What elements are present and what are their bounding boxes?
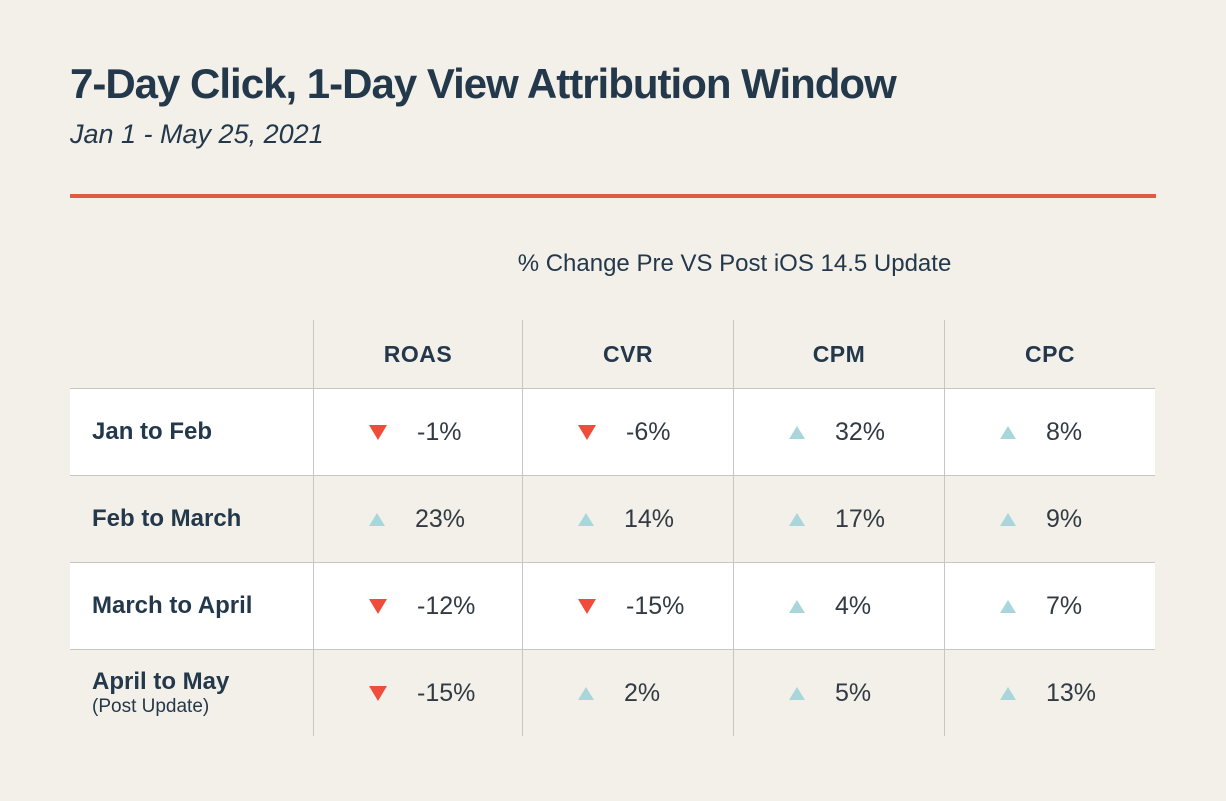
accent-divider bbox=[70, 194, 1156, 199]
cell-value: 5% bbox=[835, 678, 872, 707]
cell-value: -6% bbox=[626, 417, 671, 446]
cell-value: -15% bbox=[626, 591, 685, 620]
triangle-up-icon bbox=[789, 686, 805, 700]
triangle-up-icon bbox=[1000, 599, 1016, 613]
triangle-up-icon bbox=[1000, 686, 1016, 700]
triangle-up-icon bbox=[789, 425, 805, 439]
row-label: April to May (Post Update) bbox=[70, 649, 313, 736]
table-cell: 32% bbox=[733, 388, 944, 476]
cell-value: 9% bbox=[1046, 504, 1083, 533]
row-label-text: April to May bbox=[92, 668, 230, 696]
infographic: 7-Day Click, 1-Day View Attribution Wind… bbox=[70, 0, 1156, 737]
table-cell: 8% bbox=[944, 388, 1155, 476]
triangle-up-icon bbox=[1000, 512, 1016, 526]
cell-value: 4% bbox=[835, 591, 872, 620]
cell-value: 32% bbox=[835, 417, 886, 446]
cell-value: 14% bbox=[624, 504, 675, 533]
cell-value: 7% bbox=[1046, 591, 1083, 620]
triangle-up-icon bbox=[369, 512, 385, 526]
triangle-down-icon bbox=[578, 424, 596, 440]
table-cell: 9% bbox=[944, 475, 1155, 563]
row-label-text: March to April bbox=[92, 592, 253, 620]
cell-value: -12% bbox=[417, 591, 476, 620]
cell-value: 8% bbox=[1046, 417, 1083, 446]
row-label: Feb to March bbox=[70, 475, 313, 562]
row-label: Jan to Feb bbox=[70, 388, 313, 476]
attribution-table: ROAS CVR CPM CPC Jan to Feb -1% -6% bbox=[70, 320, 1156, 737]
table-cell: -6% bbox=[522, 388, 733, 476]
page-subtitle: Jan 1 - May 25, 2021 bbox=[70, 119, 324, 150]
table-corner-cell bbox=[70, 320, 313, 388]
triangle-down-icon bbox=[578, 598, 596, 614]
triangle-down-icon bbox=[369, 424, 387, 440]
triangle-up-icon bbox=[789, 599, 805, 613]
column-header-cpc: CPC bbox=[944, 320, 1155, 389]
triangle-up-icon bbox=[1000, 425, 1016, 439]
cell-value: -15% bbox=[417, 678, 476, 707]
column-header-cpm: CPM bbox=[733, 320, 944, 389]
table-cell: 4% bbox=[733, 562, 944, 650]
column-header-cvr: CVR bbox=[522, 320, 733, 389]
row-label-text: Jan to Feb bbox=[92, 418, 213, 446]
cell-value: -1% bbox=[417, 417, 462, 446]
triangle-up-icon bbox=[578, 686, 594, 700]
triangle-up-icon bbox=[789, 512, 805, 526]
page-title: 7-Day Click, 1-Day View Attribution Wind… bbox=[70, 60, 897, 107]
triangle-up-icon bbox=[578, 512, 594, 526]
triangle-down-icon bbox=[369, 598, 387, 614]
cell-value: 2% bbox=[624, 678, 661, 707]
row-label: March to April bbox=[70, 562, 313, 650]
table-cell: 5% bbox=[733, 649, 944, 737]
cell-value: 23% bbox=[415, 504, 466, 533]
section-heading: % Change Pre VS Post iOS 14.5 Update bbox=[517, 250, 952, 278]
table-cell: 23% bbox=[313, 475, 522, 563]
cell-value: 17% bbox=[835, 504, 886, 533]
cell-value: 13% bbox=[1046, 678, 1097, 707]
table-cell: 17% bbox=[733, 475, 944, 563]
row-label-text: Feb to March bbox=[92, 505, 242, 533]
table-cell: -12% bbox=[313, 562, 522, 650]
column-header-roas: ROAS bbox=[313, 320, 522, 389]
table-cell: -1% bbox=[313, 388, 522, 476]
row-sublabel-text: (Post Update) bbox=[92, 695, 210, 717]
table-cell: 13% bbox=[944, 649, 1155, 737]
table-cell: 7% bbox=[944, 562, 1155, 650]
table-cell: -15% bbox=[313, 649, 522, 737]
table-cell: -15% bbox=[522, 562, 733, 650]
triangle-down-icon bbox=[369, 685, 387, 701]
table-cell: 14% bbox=[522, 475, 733, 563]
table-cell: 2% bbox=[522, 649, 733, 737]
